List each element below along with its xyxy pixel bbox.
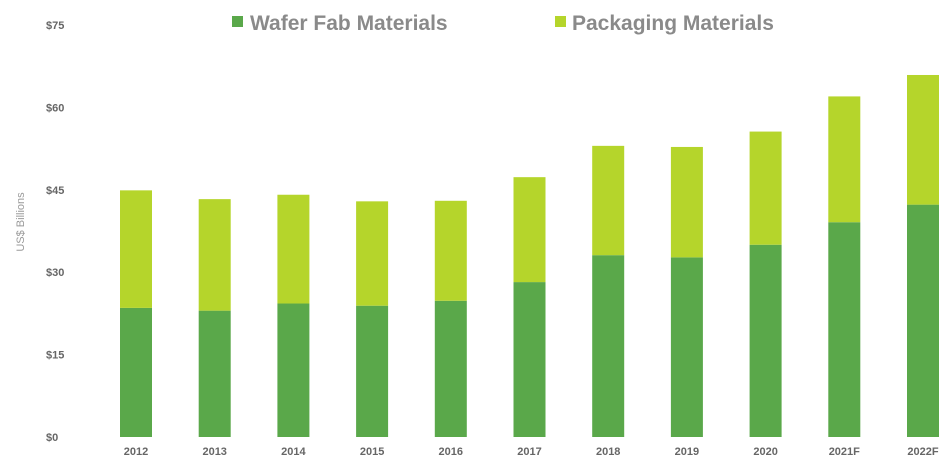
y-tick-label: $0 bbox=[46, 432, 58, 444]
bar-wafer-fab bbox=[356, 305, 389, 437]
bar-packaging bbox=[513, 177, 546, 283]
bar-packaging bbox=[198, 199, 231, 311]
x-tick-label: 2016 bbox=[439, 446, 463, 458]
y-tick-label: $60 bbox=[46, 102, 64, 114]
bar-packaging bbox=[356, 201, 389, 306]
bar-wafer-fab bbox=[828, 222, 861, 437]
bar-packaging bbox=[592, 145, 625, 256]
x-tick-label: 2012 bbox=[124, 446, 148, 458]
bar-wafer-fab bbox=[198, 310, 231, 437]
bar-wafer-fab bbox=[670, 257, 703, 437]
x-tick-label: 2019 bbox=[675, 446, 699, 458]
y-tick-label: $45 bbox=[46, 185, 64, 197]
bar-packaging bbox=[907, 74, 939, 205]
bar-wafer-fab bbox=[749, 244, 782, 437]
y-axis-title: US$ Billions bbox=[15, 192, 27, 252]
bar-packaging bbox=[670, 146, 703, 258]
legend-swatch-wafer-fab bbox=[232, 16, 243, 27]
bar-wafer-fab bbox=[513, 282, 546, 437]
bar-packaging bbox=[749, 131, 782, 245]
y-tick-label: $30 bbox=[46, 267, 64, 279]
bar-wafer-fab bbox=[592, 255, 625, 437]
bar-packaging bbox=[277, 194, 310, 304]
bar-packaging bbox=[120, 190, 152, 308]
x-tick-label: 2015 bbox=[360, 446, 384, 458]
bars bbox=[120, 74, 939, 437]
bar-packaging bbox=[434, 200, 467, 301]
x-tick-label: 2018 bbox=[596, 446, 620, 458]
bar-wafer-fab bbox=[434, 300, 467, 437]
x-tick-label: 2013 bbox=[202, 446, 226, 458]
y-tick-label: $75 bbox=[46, 20, 64, 32]
y-tick-label: $15 bbox=[46, 350, 64, 362]
x-tick-label: 2021F bbox=[829, 446, 860, 458]
legend: Wafer Fab Materials Packaging Materials bbox=[232, 12, 774, 35]
y-axis-ticks: $0 $15 $30 $45 $60 $75 bbox=[46, 20, 64, 444]
bar-wafer-fab bbox=[120, 307, 152, 437]
x-axis-ticks: 2012 2013 2014 2015 2016 2017 2018 2019 2020 2021… bbox=[124, 446, 939, 458]
bar-wafer-fab bbox=[907, 204, 939, 437]
x-tick-label: 2022F bbox=[907, 446, 938, 458]
bar-wafer-fab bbox=[277, 303, 310, 437]
x-tick-label: 2014 bbox=[281, 446, 306, 458]
legend-swatch-packaging bbox=[555, 16, 566, 27]
x-tick-label: 2017 bbox=[517, 446, 541, 458]
legend-label-packaging: Packaging Materials bbox=[572, 12, 774, 35]
legend-label-wafer-fab: Wafer Fab Materials bbox=[250, 12, 448, 35]
bar-packaging bbox=[828, 96, 861, 223]
x-tick-label: 2020 bbox=[753, 446, 777, 458]
